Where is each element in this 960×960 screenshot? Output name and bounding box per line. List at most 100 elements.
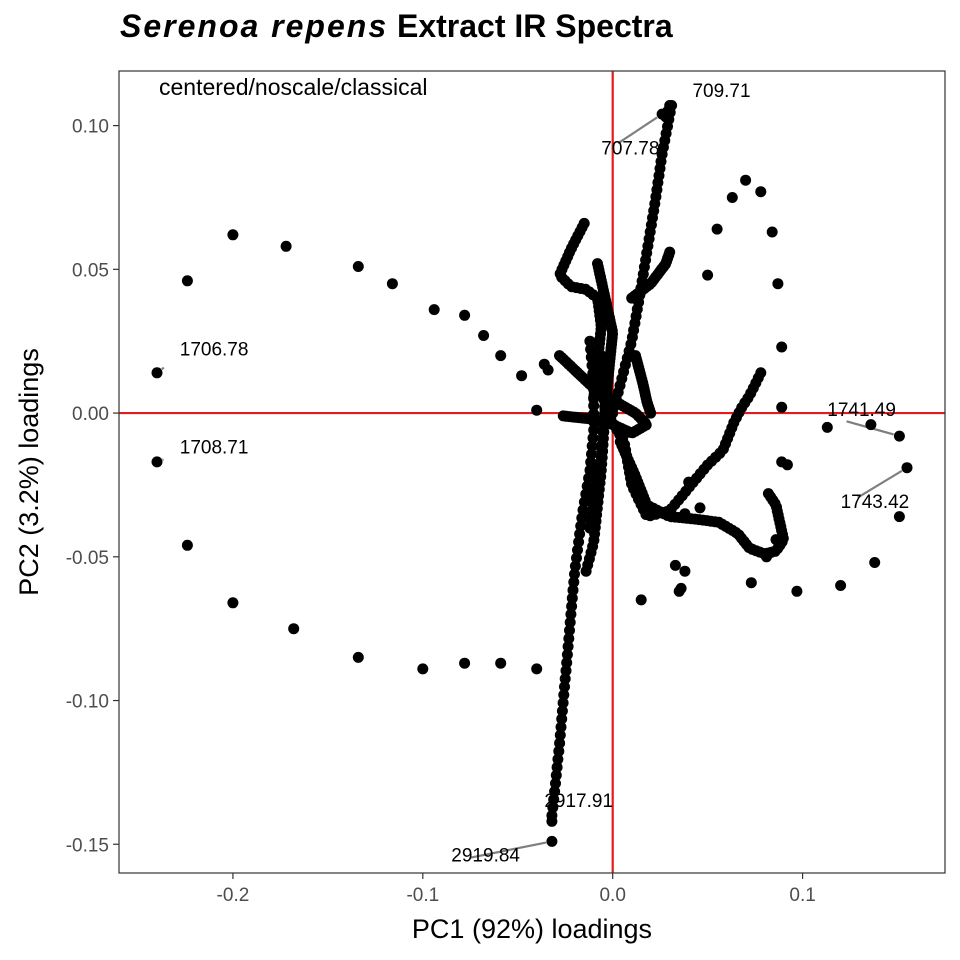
point-label: 1741.49 bbox=[827, 400, 896, 421]
data-point bbox=[552, 753, 564, 765]
data-point bbox=[560, 665, 572, 677]
data-point bbox=[821, 421, 833, 433]
tick-marks: -0.2 -0.1 0.0 0.1 -0.15 -0.10 -0.05 0.00 0.05 0.1… bbox=[66, 117, 816, 906]
data-point bbox=[587, 367, 599, 379]
data-point bbox=[547, 802, 559, 813]
data-point bbox=[555, 721, 567, 733]
data-point bbox=[569, 568, 580, 580]
data-point bbox=[586, 448, 597, 460]
data-point bbox=[645, 407, 657, 419]
data-point bbox=[702, 269, 714, 281]
y-tick-label: -0.10 bbox=[66, 692, 109, 713]
data-point bbox=[557, 697, 569, 709]
point-label: 2919.84 bbox=[451, 846, 520, 867]
data-point bbox=[791, 585, 803, 597]
data-point bbox=[588, 392, 600, 404]
data-point bbox=[565, 608, 577, 620]
data-point bbox=[740, 174, 752, 186]
y-tick-label: 0.00 bbox=[72, 404, 109, 425]
data-point bbox=[386, 278, 398, 290]
data-point bbox=[869, 557, 881, 568]
data-point bbox=[549, 785, 561, 797]
point-label: 709.71 bbox=[692, 81, 750, 102]
data-point bbox=[865, 419, 877, 431]
data-point bbox=[567, 584, 579, 596]
chart-title-italic: Serenoa repens bbox=[120, 8, 389, 44]
data-point bbox=[531, 404, 543, 416]
point-labels: 709.71 707.78 1706.78 1708.71 1741.49 1743.42… bbox=[180, 81, 909, 867]
y-tick-label: -0.15 bbox=[66, 835, 109, 856]
data-point bbox=[531, 663, 543, 675]
data-point bbox=[151, 456, 163, 468]
data-point bbox=[553, 745, 565, 757]
data-point bbox=[559, 673, 571, 685]
data-point bbox=[288, 623, 300, 635]
data-point bbox=[745, 577, 757, 589]
data-point bbox=[679, 565, 691, 577]
data-point bbox=[564, 624, 575, 636]
data-point bbox=[755, 186, 767, 198]
point-label: 1743.42 bbox=[841, 492, 910, 513]
data-point bbox=[551, 761, 563, 773]
plot-panel-border bbox=[118, 70, 946, 874]
data-point bbox=[352, 261, 364, 272]
data-point bbox=[694, 502, 706, 514]
data-point bbox=[585, 351, 597, 363]
annotation-text: centered/noscale/classical bbox=[159, 74, 427, 100]
label-connector bbox=[161, 366, 165, 371]
data-point bbox=[563, 633, 575, 644]
data-points bbox=[151, 100, 913, 847]
data-point bbox=[781, 459, 793, 471]
data-point bbox=[576, 512, 588, 524]
data-point bbox=[566, 600, 578, 612]
data-point bbox=[550, 777, 561, 789]
data-point bbox=[901, 462, 913, 474]
y-axis-label: PC2 (3.2%) loadings bbox=[14, 348, 44, 596]
data-point bbox=[516, 370, 528, 382]
data-point bbox=[459, 657, 471, 669]
data-point bbox=[575, 520, 587, 532]
data-point bbox=[151, 367, 163, 379]
reference-lines bbox=[119, 71, 945, 873]
y-tick-label: 0.05 bbox=[72, 260, 109, 281]
data-point bbox=[181, 539, 193, 551]
x-tick-label: 0.0 bbox=[599, 885, 625, 906]
x-axis-label: PC1 (92%) loadings bbox=[412, 914, 652, 944]
data-point bbox=[562, 641, 574, 652]
x-tick-label: -0.1 bbox=[406, 885, 439, 906]
data-point bbox=[554, 729, 566, 741]
label-connectors bbox=[161, 101, 903, 859]
data-point bbox=[711, 223, 723, 235]
data-point bbox=[755, 367, 767, 379]
data-point bbox=[776, 341, 788, 353]
data-point bbox=[546, 835, 558, 847]
data-point bbox=[586, 440, 598, 452]
data-point bbox=[566, 592, 578, 604]
label-connector bbox=[470, 841, 547, 859]
data-point bbox=[561, 649, 573, 661]
data-point bbox=[556, 705, 568, 717]
data-point bbox=[571, 552, 582, 564]
data-point bbox=[573, 536, 585, 548]
point-label: 1706.78 bbox=[180, 340, 249, 361]
data-point bbox=[495, 350, 507, 362]
data-point bbox=[584, 335, 596, 347]
data-point bbox=[588, 408, 600, 420]
data-point bbox=[588, 400, 600, 412]
data-point bbox=[554, 737, 566, 749]
data-point bbox=[227, 597, 239, 609]
data-point bbox=[559, 681, 570, 693]
data-point bbox=[280, 240, 292, 252]
y-tick-label: 0.10 bbox=[72, 117, 109, 138]
data-point bbox=[580, 565, 592, 577]
data-point bbox=[557, 410, 569, 422]
data-point bbox=[585, 456, 597, 468]
data-point bbox=[572, 544, 583, 556]
data-point bbox=[417, 663, 429, 675]
data-point bbox=[495, 657, 507, 669]
data-point bbox=[669, 559, 681, 571]
data-point bbox=[635, 594, 647, 606]
data-point bbox=[181, 275, 193, 287]
data-point bbox=[558, 689, 570, 701]
